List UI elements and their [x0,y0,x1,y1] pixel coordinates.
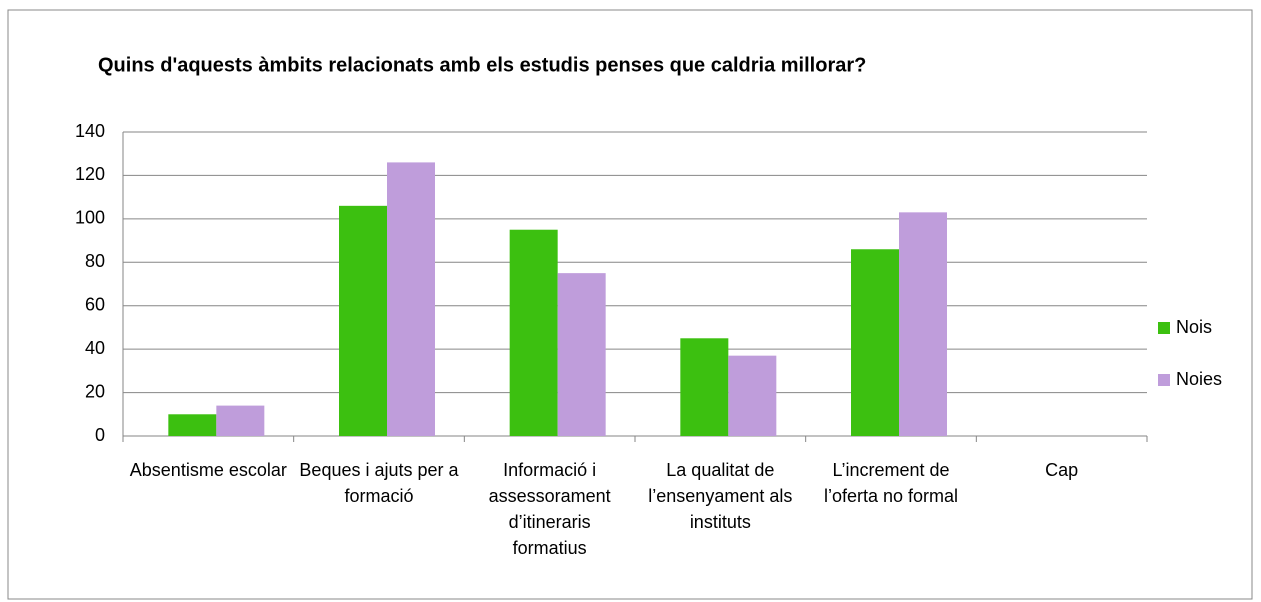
bar [168,414,217,436]
x-tick-label: Beques i ajuts per a formació [299,460,459,506]
x-tick-label: Absentisme escolar [129,460,287,480]
bar [899,212,947,436]
bar [680,338,729,436]
y-tick-label: 80 [85,251,105,271]
bar [851,249,899,436]
legend-swatch [1158,322,1170,334]
x-tick-label: Cap [1045,460,1079,480]
y-tick-label: 20 [85,381,105,401]
bar [509,229,558,436]
y-tick-label: 100 [75,208,105,228]
bar [216,405,265,436]
bar [387,162,435,436]
legend-swatch [1158,374,1170,386]
chart-frame [7,9,1253,600]
bar [728,355,777,436]
bar [557,273,606,436]
y-tick-label: 0 [95,425,105,445]
x-tick-label: L’increment de l’oferta no formal [823,460,959,506]
y-tick-label: 60 [85,294,105,314]
x-tick-label: Informació i assessorament d’itineraris … [488,460,611,558]
chart-title: Quins d'aquests àmbits relacionats amb e… [98,54,866,76]
legend-label: Nois [1176,317,1212,337]
bar [339,205,387,436]
y-tick-label: 40 [85,338,105,358]
x-tick-label: La qualitat de l’ensenyament als institu… [648,460,793,532]
legend-label: Noies [1176,369,1222,389]
y-tick-label: 120 [75,164,105,184]
y-tick-label: 140 [75,121,105,141]
